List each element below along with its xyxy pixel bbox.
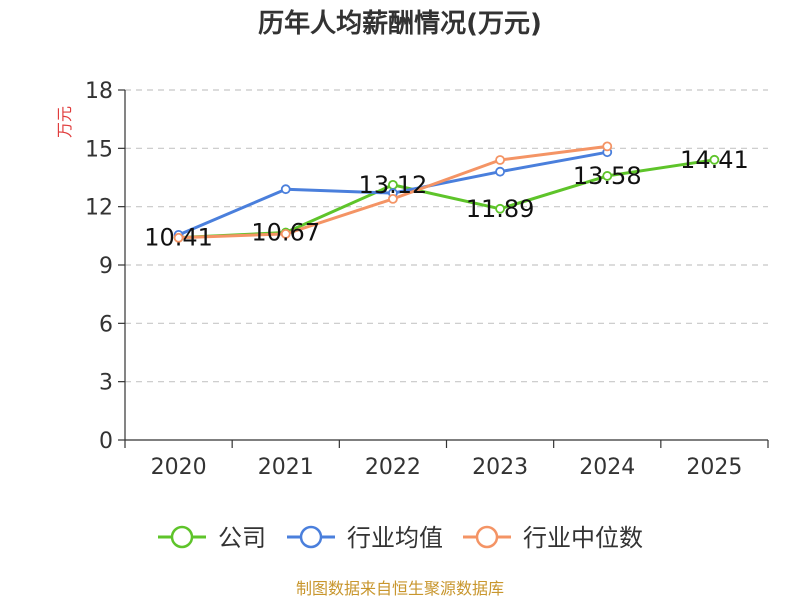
y-tick-label: 9 [99, 254, 113, 279]
legend-item: 行业均值 [287, 524, 443, 552]
x-tick-label: 2020 [151, 455, 207, 480]
data-point [495, 166, 505, 177]
y-tick-label: 12 [85, 196, 113, 221]
data-point [709, 154, 720, 165]
x-tick-label: 2021 [258, 455, 314, 480]
data-point [280, 184, 291, 195]
data-point [602, 141, 613, 152]
legend-swatch-marker [475, 525, 499, 549]
source-note: 制图数据来自恒生聚源数据库 [296, 579, 504, 598]
x-tick-label: 2023 [472, 455, 528, 480]
x-tick-label: 2024 [579, 455, 635, 480]
x-tick-label: 2022 [365, 455, 421, 480]
y-tick-label: 0 [99, 429, 113, 454]
data-label: 13.58 [573, 162, 642, 190]
data-point [495, 155, 505, 165]
legend-swatch-marker [299, 525, 323, 549]
legend-swatch-marker [170, 525, 194, 549]
axes: 0 3 6 9 12 15 18 2020 2021 2022 2023 2024 2025 [85, 79, 769, 480]
legend-item: 行业中位数 [463, 524, 643, 552]
data-point [495, 203, 505, 214]
data-label: 11.89 [466, 195, 535, 223]
data-label: 14.41 [680, 146, 749, 174]
legend-label: 行业均值 [347, 524, 443, 552]
data-point [173, 232, 184, 243]
series-行业中位数 [173, 141, 613, 243]
series-lines [173, 141, 720, 243]
data-label: 10.41 [144, 224, 213, 252]
data-labels: 10.41 10.67 13.12 11.89 13.58 14.41 [144, 146, 749, 252]
y-tick-label: 3 [99, 371, 113, 396]
data-point [602, 171, 613, 181]
legend: 公司 行业均值 行业中位数 [158, 524, 643, 552]
grid-lines [125, 89, 768, 383]
data-label: 10.67 [251, 219, 320, 247]
data-point [280, 228, 291, 239]
data-label: 13.12 [359, 171, 428, 199]
legend-label: 公司 [218, 524, 266, 552]
legend-item: 公司 [158, 524, 266, 552]
y-axis-unit-label: 万元 [55, 106, 74, 138]
y-tick-label: 18 [85, 79, 113, 104]
x-tick-label: 2025 [686, 455, 742, 480]
data-point [388, 193, 398, 204]
chart-title: 历年人均薪酬情况(万元) [258, 8, 542, 39]
y-tick-label: 15 [85, 137, 113, 162]
legend-label: 行业中位数 [523, 524, 643, 552]
y-tick-label: 6 [99, 312, 113, 337]
